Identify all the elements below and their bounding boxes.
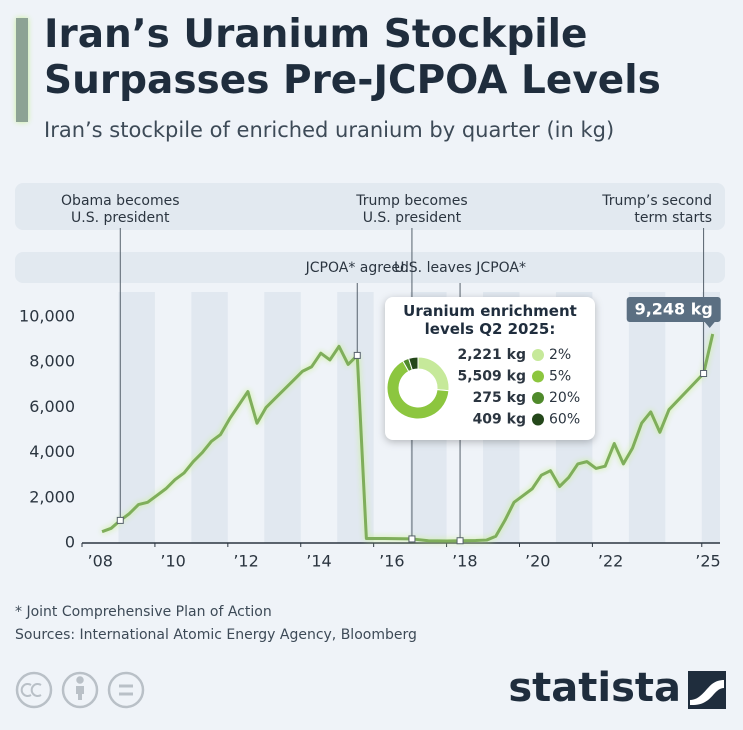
legend-label: 2% xyxy=(549,347,571,363)
annotation-label: U.S. leaves JCPOA* xyxy=(394,260,526,276)
y-tick-label: 8,000 xyxy=(29,352,75,371)
x-tick-label: ’14 xyxy=(306,552,331,571)
y-tick-label: 0 xyxy=(65,533,75,552)
y-tick-label: 4,000 xyxy=(29,442,75,461)
year-shading xyxy=(264,292,301,543)
legend-dot xyxy=(532,392,544,404)
stockpile-line xyxy=(101,333,715,543)
legend-value: 409 kg xyxy=(473,412,526,428)
annotation-marker xyxy=(700,370,708,377)
x-tick-label: ’22 xyxy=(598,552,623,571)
chart-title: Iran’s Uranium Stockpile Surpasses Pre-J… xyxy=(44,12,661,103)
legend-label: 5% xyxy=(549,369,571,385)
brand: statista xyxy=(508,665,681,711)
year-shading xyxy=(701,292,720,543)
annotation-marker xyxy=(116,516,124,524)
annotation-label: Trump becomes xyxy=(355,193,467,209)
legend-value: 2,221 kg xyxy=(458,347,527,363)
x-tick-label: ’18 xyxy=(452,552,477,571)
y-tick-label: 6,000 xyxy=(29,397,75,416)
title-accent xyxy=(16,18,28,122)
inset-title: Uranium enrichment levels Q2 2025: xyxy=(403,302,577,338)
annotation-band xyxy=(15,252,725,283)
y-tick-label: 10,000 xyxy=(19,307,75,326)
value-label-pointer xyxy=(704,322,715,328)
source: Sources: International Atomic Energy Age… xyxy=(15,627,417,643)
annotation-label: Trump’s second xyxy=(601,193,712,209)
x-tick-label: ’20 xyxy=(525,552,550,571)
legend-dot xyxy=(532,349,544,361)
chart-subtitle: Iran’s stockpile of enriched uranium by … xyxy=(44,118,615,142)
legend-value: 275 kg xyxy=(473,390,526,406)
license-icons xyxy=(15,671,145,709)
year-shading xyxy=(337,292,374,543)
year-shading xyxy=(191,292,228,543)
x-tick-label: ’10 xyxy=(160,552,185,571)
x-tick-label: ’12 xyxy=(233,552,258,571)
annotation-label: term starts xyxy=(634,210,712,226)
legend-dot xyxy=(532,413,544,426)
legend-label: 60% xyxy=(549,412,580,428)
footnote: * Joint Comprehensive Plan of Action xyxy=(15,604,272,620)
donut-slice xyxy=(408,356,419,371)
annotation-marker xyxy=(456,537,464,545)
annotation-label: JCPOA* agreed xyxy=(305,260,409,276)
statista-logo: statista xyxy=(508,665,726,711)
annotation-marker xyxy=(408,535,416,543)
annotation-label: Obama becomes xyxy=(61,193,179,209)
y-tick-label: 2,000 xyxy=(29,487,75,506)
donut-slice xyxy=(386,360,450,420)
legend-value: 5,509 kg xyxy=(458,369,527,385)
x-tick-label: ’08 xyxy=(88,552,113,571)
annotation-label: U.S. president xyxy=(71,210,170,226)
x-tick-label: ’25 xyxy=(695,552,720,571)
x-tick-label: ’16 xyxy=(379,552,404,571)
annotation-marker xyxy=(353,351,361,359)
value-label-box xyxy=(626,297,721,322)
value-label: 9,248 kg xyxy=(635,300,713,319)
annotation-label: U.S. president xyxy=(363,210,462,226)
legend-label: 20% xyxy=(549,390,580,406)
legend-dot xyxy=(532,370,544,383)
annotation-band xyxy=(15,183,725,230)
